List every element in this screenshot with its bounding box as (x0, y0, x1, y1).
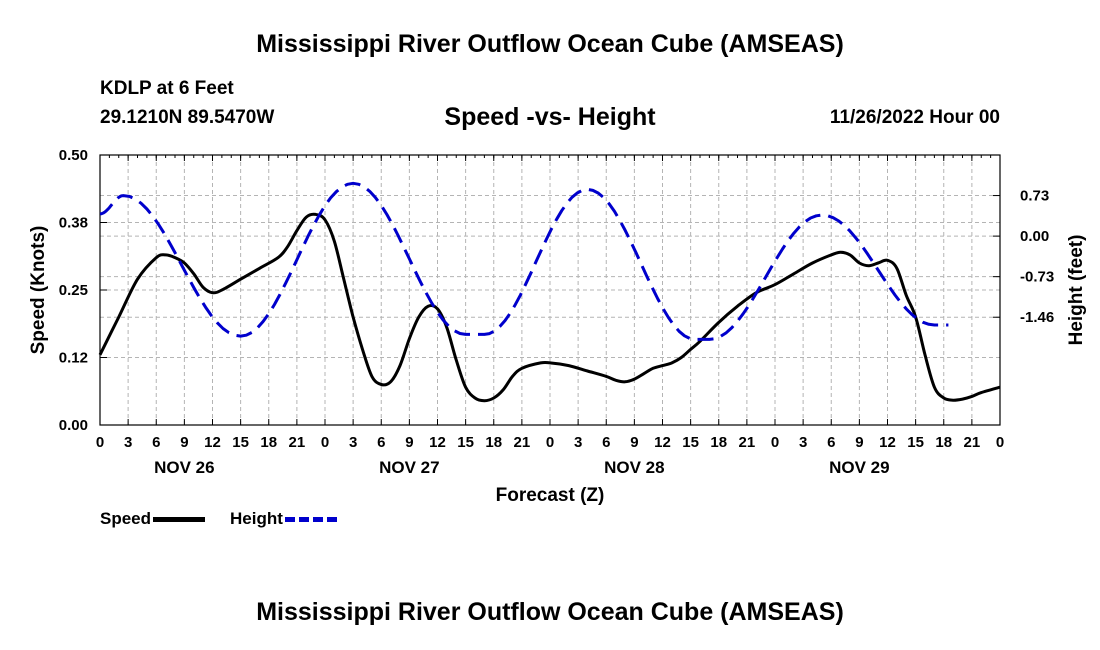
main-title: Mississippi River Outflow Ocean Cube (AM… (256, 30, 844, 58)
x-tick-label: 21 (739, 434, 756, 451)
x-tick-label: 21 (964, 434, 981, 451)
x-tick-label: 9 (180, 434, 188, 451)
legend-speed-swatch (153, 517, 206, 523)
station-label: KDLP at 6 Feet (100, 78, 234, 99)
x-tick-label: 15 (232, 434, 249, 451)
x-tick-label: 0 (546, 434, 554, 451)
x-tick-label: 3 (574, 434, 582, 451)
forecast-datetime: 11/26/2022 Hour 00 (829, 107, 1000, 128)
legend-height-label: Height (230, 509, 283, 528)
x-tick-label: 6 (152, 434, 160, 451)
x-tick-label: 12 (654, 434, 671, 451)
y-axis-title: Speed (Knots) (28, 226, 49, 355)
x-tick-label: 6 (602, 434, 610, 451)
x-day-label: NOV 29 (829, 458, 889, 477)
footer-title: Mississippi River Outflow Ocean Cube (AM… (256, 598, 844, 626)
x-axis-title: Forecast (Z) (496, 485, 605, 506)
y-tick-label: 0.12 (59, 350, 88, 367)
x-tick-label: 3 (799, 434, 807, 451)
x-tick-label: 18 (260, 434, 277, 451)
y2-tick-label: 0.73 (1020, 188, 1049, 205)
y2-tick-label: 0.00 (1020, 228, 1049, 245)
chart-title: Speed -vs- Height (444, 103, 656, 131)
x-tick-label: 6 (827, 434, 835, 451)
height-series-line (99, 181, 950, 341)
x-tick-label: 9 (630, 434, 638, 451)
x-day-label: NOV 26 (154, 458, 214, 477)
x-tick-label: 18 (485, 434, 502, 451)
legend-height: Height (230, 509, 337, 529)
x-tick-label: 0 (996, 434, 1004, 451)
y-tick-label: 0.00 (59, 417, 88, 434)
legend-speed: Speed (100, 509, 206, 529)
x-tick-label: 6 (377, 434, 385, 451)
y2-tick-label: -0.73 (1020, 269, 1054, 286)
x-tick-label: 12 (429, 434, 446, 451)
x-tick-label: 3 (124, 434, 132, 451)
x-tick-label: 15 (457, 434, 474, 451)
x-day-label: NOV 27 (379, 458, 439, 477)
y-tick-label: 0.25 (59, 282, 88, 299)
x-tick-label: 15 (907, 434, 924, 451)
x-tick-label: 9 (405, 434, 413, 451)
x-tick-label: 0 (96, 434, 104, 451)
x-tick-label: 12 (879, 434, 896, 451)
x-tick-label: 0 (321, 434, 329, 451)
x-day-label: NOV 28 (604, 458, 664, 477)
y-tick-label: 0.50 (59, 147, 88, 164)
x-tick-label: 21 (289, 434, 306, 451)
y2-tick-label: -1.46 (1020, 309, 1054, 326)
coordinates-label: 29.1210N 89.5470W (100, 107, 275, 128)
y2-axis-title: Height (feet) (1066, 235, 1087, 346)
x-tick-label: 18 (935, 434, 952, 451)
legend-speed-label: Speed (100, 509, 152, 528)
x-tick-label: 9 (855, 434, 863, 451)
x-tick-label: 21 (514, 434, 531, 451)
speed-series-line (98, 212, 1001, 403)
y-tick-label: 0.38 (59, 215, 88, 232)
x-tick-label: 12 (204, 434, 221, 451)
legend-height-swatch (284, 517, 337, 523)
x-tick-label: 0 (771, 434, 779, 451)
x-tick-label: 3 (349, 434, 357, 451)
x-tick-label: 18 (710, 434, 727, 451)
x-tick-label: 15 (682, 434, 699, 451)
